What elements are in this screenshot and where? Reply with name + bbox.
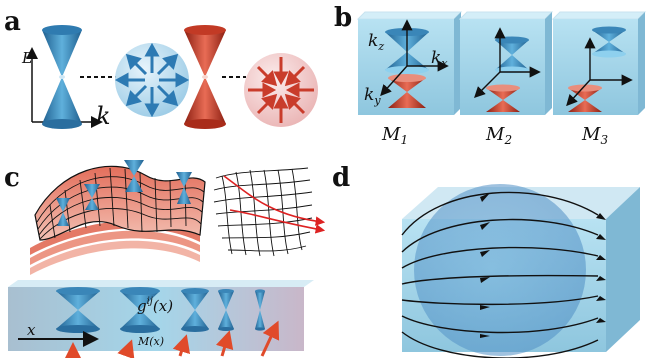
blue-dirac-cone [42,25,82,129]
cube-m3-label: M3 [581,124,608,147]
blue-monopole-sphere [114,42,190,118]
cube-m2-label: M2 [485,124,512,147]
cube-m2 [458,11,554,115]
panel-b-letter: b [334,3,352,33]
red-geodesics [223,175,326,234]
metric-label: gij(x) [137,296,173,315]
panel-c-letter: c [4,163,20,193]
field-line-cube [401,184,640,358]
curved-grid-surface [34,160,206,241]
cube-m1-label: M1 [381,124,408,147]
panel-d-letter: d [332,163,350,193]
cube-m3 [551,11,647,115]
ky-label: ky [364,85,381,107]
warped-grid [213,167,313,257]
field-arrows [64,320,280,358]
cube-m1 [356,11,463,115]
momentum-axis-label: k [96,102,111,130]
red-dirac-cone [184,25,226,129]
kz-label: kz [368,31,384,53]
red-monopole-sphere [244,53,318,127]
energy-axis-label: E [21,49,33,67]
x-axis-label: x [27,321,36,339]
field-label: M(x) [137,335,164,348]
kx-label: kx [431,48,448,70]
panel-a-letter: a [4,7,21,37]
